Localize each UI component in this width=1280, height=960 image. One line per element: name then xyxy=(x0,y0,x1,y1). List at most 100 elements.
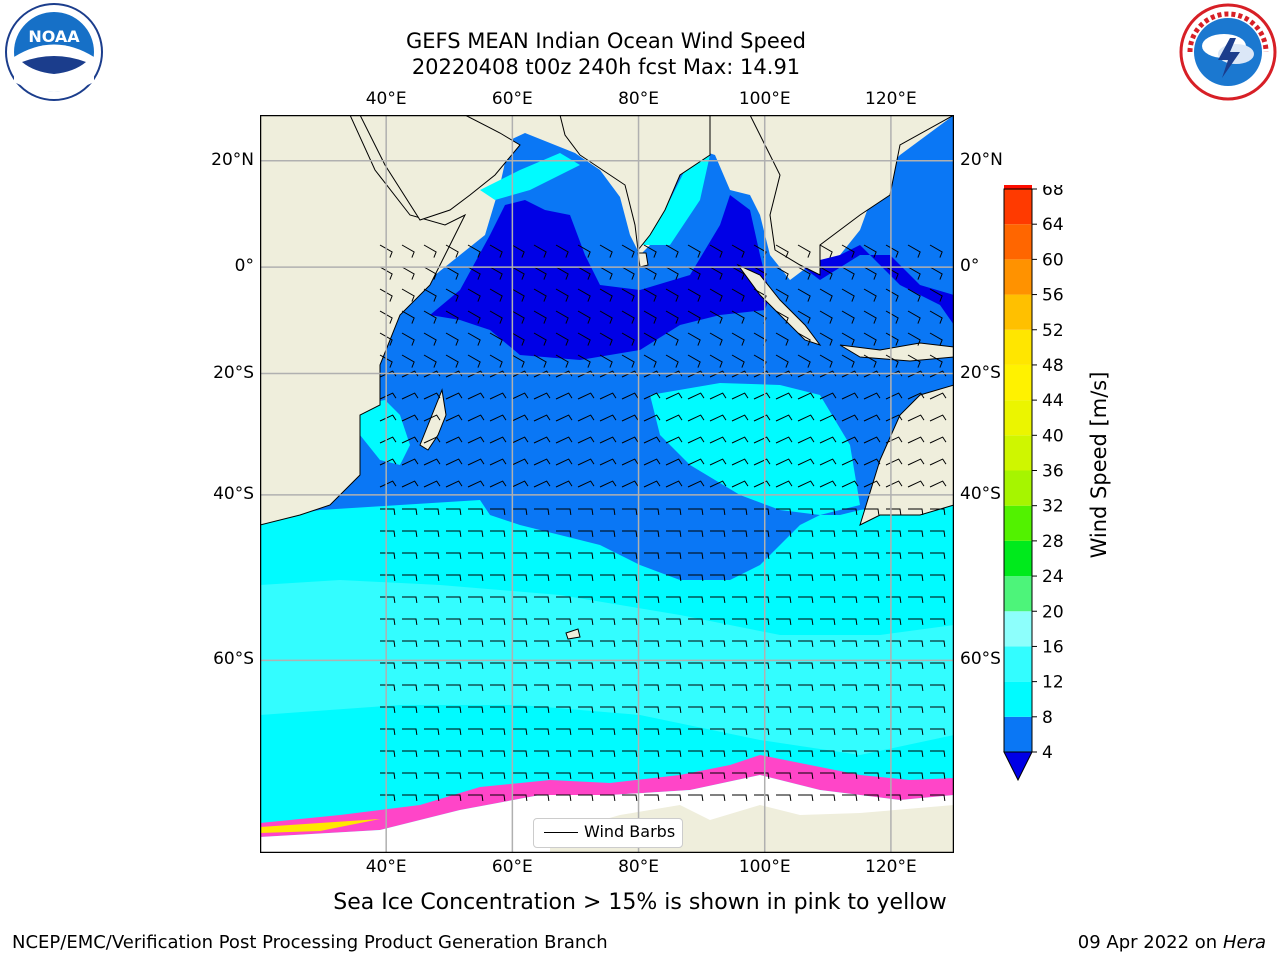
wind-barb xyxy=(578,574,594,582)
wind-barb xyxy=(644,640,660,648)
wind-barb xyxy=(534,574,550,582)
wind-barb xyxy=(842,574,858,582)
wind-barb xyxy=(864,662,880,670)
wind-barb xyxy=(820,684,836,692)
wind-barb xyxy=(511,310,525,324)
wind-barb xyxy=(688,508,704,516)
colorbar-segment xyxy=(1004,185,1032,189)
wind-barb xyxy=(577,266,591,280)
wind-barb xyxy=(820,750,836,758)
colorbar-tick-label: 68 xyxy=(1042,185,1064,200)
wind-barb xyxy=(533,436,551,444)
wind-barb xyxy=(578,728,594,736)
wind-barb xyxy=(798,640,814,648)
wind-barb xyxy=(710,684,726,692)
lat-label-right: 40°S xyxy=(960,483,1001,504)
wind-barb xyxy=(490,596,506,604)
wind-barb xyxy=(930,684,946,692)
wind-barb xyxy=(864,552,880,560)
wind-barb xyxy=(644,706,660,714)
wind-barb xyxy=(908,508,924,516)
wind-barb xyxy=(775,266,789,280)
wind-barb xyxy=(644,618,660,626)
wind-barb xyxy=(379,288,393,302)
wind-barb xyxy=(555,370,573,378)
wind-barb xyxy=(490,706,506,714)
wind-barb xyxy=(402,552,418,560)
wind-barb xyxy=(401,332,415,346)
wind-barb xyxy=(600,552,616,560)
wind-barb xyxy=(665,354,679,368)
wind-barb xyxy=(555,392,573,400)
wind-barb xyxy=(380,552,396,560)
wind-barb xyxy=(644,530,660,538)
wind-barb xyxy=(424,728,440,736)
wind-barb xyxy=(710,794,726,802)
wind-barb xyxy=(710,728,726,736)
wind-barb xyxy=(578,552,594,560)
lon-label-top: 120°E xyxy=(865,89,917,109)
wind-barb xyxy=(622,530,638,538)
wind-barb xyxy=(841,392,859,400)
colorbar-tick-label: 48 xyxy=(1042,356,1064,376)
wind-barb xyxy=(731,370,749,378)
wind-barb xyxy=(864,618,880,626)
lon-label-bottom: 80°E xyxy=(618,857,659,877)
wind-barb xyxy=(709,436,727,444)
lon-label-bottom: 40°E xyxy=(365,857,407,877)
wind-barb xyxy=(599,458,617,466)
wind-barb xyxy=(907,266,921,280)
colorbar-tick-label: 8 xyxy=(1042,708,1053,728)
wind-barb xyxy=(643,392,661,400)
wind-barb xyxy=(842,728,858,736)
colorbar-tick-label: 44 xyxy=(1042,391,1064,411)
wind-barb xyxy=(820,706,836,714)
wind-barb xyxy=(511,288,525,302)
wind-barb xyxy=(380,640,396,648)
wind-barb xyxy=(798,596,814,604)
wind-barb xyxy=(666,574,682,582)
wind-barb xyxy=(908,684,924,692)
wind-barb xyxy=(731,436,749,444)
wind-barb xyxy=(754,530,770,538)
colorbar-segment xyxy=(1004,716,1032,752)
wind-barb xyxy=(907,370,925,378)
wind-barb xyxy=(885,310,899,324)
wind-barb xyxy=(423,288,437,302)
wind-barb xyxy=(842,618,858,626)
wind-barb xyxy=(732,618,748,626)
wind-barb xyxy=(710,618,726,626)
wind-barb xyxy=(732,684,748,692)
wind-barb xyxy=(534,684,550,692)
wind-barb xyxy=(621,244,635,258)
ocean-region-calm xyxy=(430,195,770,360)
wind-barb xyxy=(401,266,415,280)
wind-barb xyxy=(424,794,440,802)
wind-barb xyxy=(930,662,946,670)
wind-barb xyxy=(578,508,594,516)
wind-barb xyxy=(666,596,682,604)
wind-barb xyxy=(775,370,793,378)
wind-barb xyxy=(511,392,529,400)
wind-barb xyxy=(797,354,811,368)
wind-barb xyxy=(775,332,789,346)
wind-barb xyxy=(753,480,771,488)
wind-barb xyxy=(424,662,440,670)
lat-label-left: 60°S xyxy=(213,649,254,670)
wind-barb xyxy=(379,414,397,422)
wind-barb xyxy=(467,288,481,302)
wind-barb xyxy=(710,530,726,538)
wind-barb xyxy=(732,794,748,802)
wind-barb xyxy=(930,794,946,802)
wind-barb xyxy=(424,772,440,780)
wind-barb xyxy=(512,596,528,604)
wind-barb xyxy=(732,508,748,516)
wind-barb xyxy=(534,662,550,670)
wind-barb xyxy=(798,794,814,802)
wind-barb xyxy=(841,414,859,422)
wind-barb xyxy=(929,266,943,280)
wind-barb xyxy=(710,772,726,780)
wind-barb xyxy=(929,436,947,444)
wind-barb xyxy=(446,640,462,648)
